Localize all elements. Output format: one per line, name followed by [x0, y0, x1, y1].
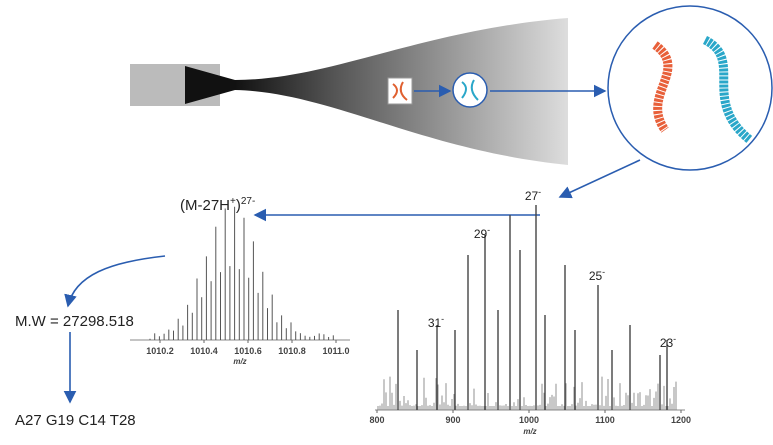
tick-label: 1010.8 [278, 346, 306, 356]
charge-label: 25- [589, 267, 605, 283]
charge-number: 27 [525, 189, 539, 203]
arrow [68, 256, 165, 306]
charge-sign: - [487, 225, 490, 235]
tick-label: 1011.0 [322, 346, 349, 356]
axis-label: m/z [523, 427, 536, 436]
charge-sign: - [602, 267, 605, 277]
charge-sign: - [538, 187, 541, 197]
charge-label: 31- [428, 314, 444, 330]
tick-label: 800 [369, 415, 384, 425]
tick-label: 900 [445, 415, 460, 425]
tick-label: 1000 [519, 415, 539, 425]
figure: (M-27H+)27- M.W = 27298.518 A27 G19 C14 … [0, 0, 773, 440]
charge-sign: - [441, 314, 444, 324]
charge-number: 31 [428, 316, 442, 330]
charge-number: 25 [589, 269, 603, 283]
charge-label: 27- [525, 187, 541, 203]
charge-number: 29 [474, 227, 488, 241]
zoom-circle [608, 6, 772, 170]
charge-sign: - [673, 334, 676, 344]
spectra: 1010.2 1010.4 1010.6 1010.8 1011.0 m/z 800 900 1… [130, 187, 691, 436]
axis-label: m/z [233, 357, 246, 366]
composition: A27 G19 C14 T28 [15, 412, 136, 429]
tick-label: 1100 [595, 415, 615, 425]
charge-label: 23- [660, 334, 676, 350]
molecular-weight: M.W = 27298.518 [15, 313, 134, 330]
tick-label: 1010.2 [146, 346, 174, 356]
arrow [560, 160, 640, 197]
ion-circle [453, 73, 487, 107]
tick-label: 1010.6 [234, 346, 262, 356]
tick-label: 1200 [671, 415, 691, 425]
charge-number: 23 [660, 336, 674, 350]
charge-label: 29- [474, 225, 490, 241]
ion-label-charge: 27- [241, 196, 255, 207]
tick-label: 1010.4 [190, 346, 218, 356]
ion-label-base: (M-27H [180, 197, 230, 214]
ion-label: (M-27H+)27- [180, 196, 255, 214]
